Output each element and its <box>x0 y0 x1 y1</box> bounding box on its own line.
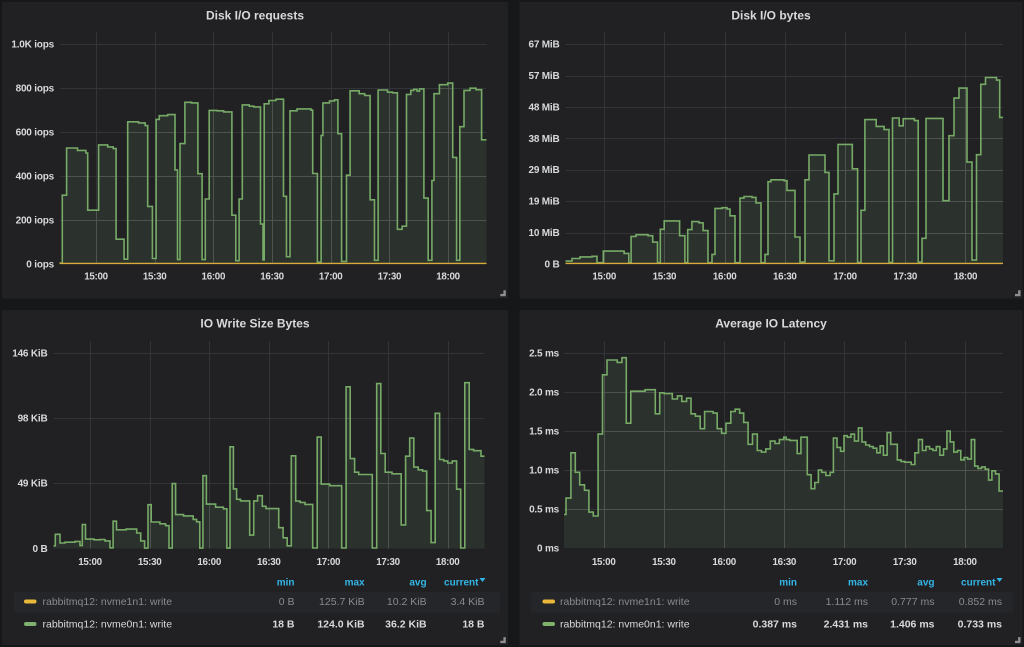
svg-text:48 MiB: 48 MiB <box>528 102 559 113</box>
svg-text:17:00: 17:00 <box>319 272 343 283</box>
svg-text:10.2 KiB: 10.2 KiB <box>387 596 427 608</box>
svg-text:max: max <box>848 578 868 589</box>
svg-text:0.733 ms: 0.733 ms <box>958 619 1003 631</box>
svg-text:15:00: 15:00 <box>592 557 616 568</box>
svg-text:38 MiB: 38 MiB <box>528 134 559 145</box>
svg-text:1.0K iops: 1.0K iops <box>11 39 54 50</box>
svg-text:IO Write Size Bytes: IO Write Size Bytes <box>200 317 309 331</box>
svg-text:15:00: 15:00 <box>592 272 616 283</box>
svg-text:rabbitmq12: nvme0n1: write: rabbitmq12: nvme0n1: write <box>560 619 690 631</box>
svg-text:19 MiB: 19 MiB <box>528 197 559 208</box>
svg-text:1.0 ms: 1.0 ms <box>529 465 560 476</box>
svg-text:15:30: 15:30 <box>652 557 676 568</box>
svg-text:0 iops: 0 iops <box>26 259 54 270</box>
svg-text:Disk I/O requests: Disk I/O requests <box>206 9 304 23</box>
svg-text:avg: avg <box>409 578 426 589</box>
svg-text:17:30: 17:30 <box>893 272 917 283</box>
svg-text:rabbitmq12: nvme1n1: write: rabbitmq12: nvme1n1: write <box>43 596 173 608</box>
svg-text:0 ms: 0 ms <box>774 596 797 608</box>
svg-text:0 B: 0 B <box>33 544 48 555</box>
svg-text:600 iops: 600 iops <box>16 127 55 138</box>
svg-text:0.777 ms: 0.777 ms <box>891 596 934 608</box>
svg-text:18:00: 18:00 <box>954 272 978 283</box>
svg-text:2.5 ms: 2.5 ms <box>529 348 560 359</box>
svg-text:18:00: 18:00 <box>953 557 977 568</box>
svg-text:0 B: 0 B <box>279 596 295 608</box>
svg-text:800 iops: 800 iops <box>16 83 55 94</box>
svg-text:2.0 ms: 2.0 ms <box>529 387 560 398</box>
svg-text:18 B: 18 B <box>462 619 485 631</box>
svg-text:min: min <box>277 578 295 589</box>
svg-text:15:30: 15:30 <box>143 272 167 283</box>
svg-text:rabbitmq12: nvme1n1: write: rabbitmq12: nvme1n1: write <box>560 596 690 608</box>
svg-text:0 ms: 0 ms <box>537 543 560 554</box>
svg-text:0 B: 0 B <box>545 259 560 270</box>
svg-text:17:30: 17:30 <box>893 557 917 568</box>
svg-text:17:00: 17:00 <box>833 557 857 568</box>
svg-text:Disk I/O bytes: Disk I/O bytes <box>731 9 811 23</box>
svg-text:200 iops: 200 iops <box>16 215 55 226</box>
svg-text:16:30: 16:30 <box>773 557 797 568</box>
svg-text:146 KiB: 146 KiB <box>12 348 47 359</box>
svg-text:29 MiB: 29 MiB <box>528 165 559 176</box>
svg-text:18 B: 18 B <box>272 619 295 631</box>
svg-text:16:00: 16:00 <box>197 557 221 568</box>
svg-text:current: current <box>444 578 479 589</box>
svg-text:16:00: 16:00 <box>713 272 737 283</box>
svg-text:3.4 KiB: 3.4 KiB <box>451 596 485 608</box>
svg-text:10 MiB: 10 MiB <box>528 228 559 239</box>
svg-text:0.5 ms: 0.5 ms <box>529 504 560 515</box>
svg-text:16:30: 16:30 <box>773 272 797 283</box>
svg-text:avg: avg <box>917 578 934 589</box>
svg-text:current: current <box>961 578 996 589</box>
svg-text:16:30: 16:30 <box>260 272 284 283</box>
svg-text:15:30: 15:30 <box>138 557 162 568</box>
svg-text:98 KiB: 98 KiB <box>18 414 48 425</box>
svg-text:57 MiB: 57 MiB <box>528 71 559 82</box>
svg-text:124.0 KiB: 124.0 KiB <box>317 619 365 631</box>
svg-text:rabbitmq12: nvme0n1: write: rabbitmq12: nvme0n1: write <box>43 619 173 631</box>
svg-text:17:00: 17:00 <box>833 272 857 283</box>
svg-text:18:00: 18:00 <box>436 557 460 568</box>
svg-text:min: min <box>779 578 797 589</box>
svg-text:16:00: 16:00 <box>712 557 736 568</box>
svg-text:18:00: 18:00 <box>436 272 460 283</box>
svg-text:0.387 ms: 0.387 ms <box>753 619 798 631</box>
svg-text:36.2 KiB: 36.2 KiB <box>385 619 427 631</box>
svg-text:17:00: 17:00 <box>317 557 341 568</box>
svg-text:125.7 KiB: 125.7 KiB <box>319 596 365 608</box>
svg-text:67 MiB: 67 MiB <box>528 40 559 51</box>
svg-text:17:30: 17:30 <box>376 557 400 568</box>
svg-text:1.5 ms: 1.5 ms <box>529 426 560 437</box>
svg-text:16:00: 16:00 <box>202 272 226 283</box>
svg-text:Average IO Latency: Average IO Latency <box>715 317 827 331</box>
svg-text:0.852 ms: 0.852 ms <box>959 596 1002 608</box>
svg-text:49 KiB: 49 KiB <box>18 479 48 490</box>
svg-text:1.406 ms: 1.406 ms <box>890 619 935 631</box>
svg-text:400 iops: 400 iops <box>16 171 55 182</box>
svg-text:2.431 ms: 2.431 ms <box>824 619 869 631</box>
svg-text:max: max <box>345 578 365 589</box>
svg-text:15:00: 15:00 <box>84 272 108 283</box>
svg-text:15:00: 15:00 <box>78 557 102 568</box>
svg-text:15:30: 15:30 <box>653 272 677 283</box>
svg-text:17:30: 17:30 <box>378 272 402 283</box>
svg-text:1.112 ms: 1.112 ms <box>826 596 868 608</box>
svg-text:16:30: 16:30 <box>257 557 281 568</box>
